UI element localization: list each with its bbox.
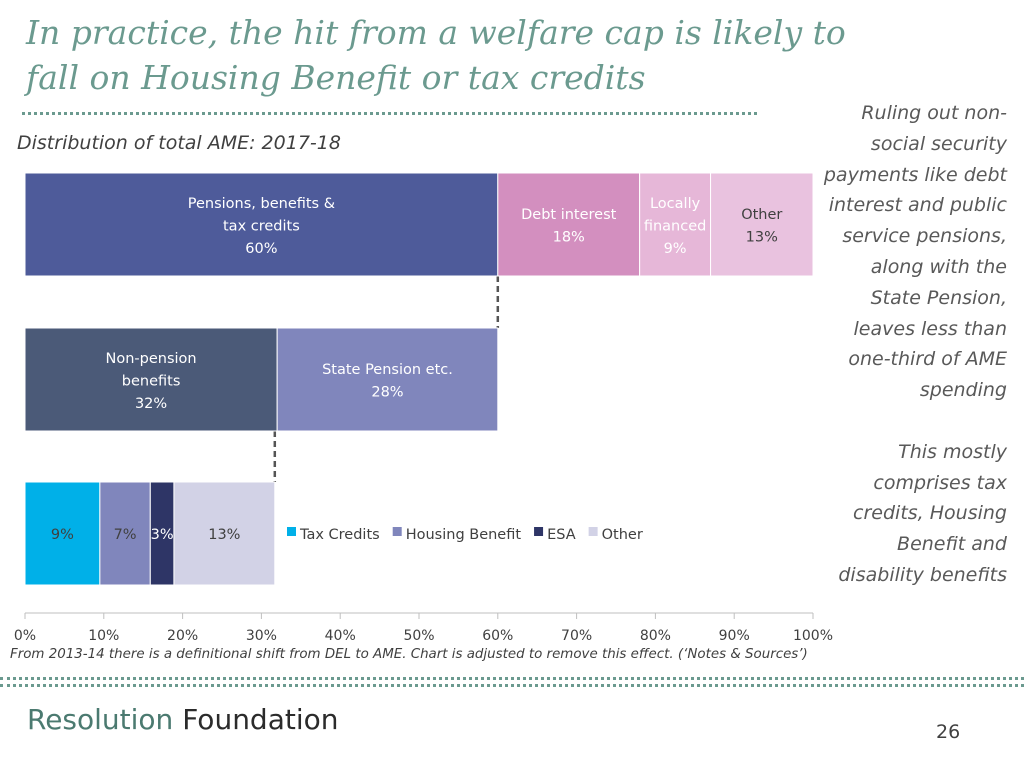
bar-label-3-2-1: 7% — [114, 527, 137, 543]
bar-label-1-3-1: Locally — [650, 196, 701, 212]
legend-swatch-3 — [534, 527, 544, 536]
x-tick-label-5: 50% — [403, 628, 434, 644]
bar-segment-1-3 — [639, 172, 712, 277]
bar-label-2-1-2: benefits — [122, 374, 181, 390]
x-tick-label-10: 100% — [793, 628, 833, 644]
legend-swatch-2 — [392, 527, 402, 536]
bar-label-1-3-3: 9% — [664, 241, 687, 257]
bar-label-3-4-1: 13% — [208, 527, 240, 543]
bar-label-1-2-2: 18% — [553, 230, 585, 246]
bar-segment-1-4 — [710, 172, 814, 277]
title-divider — [22, 112, 757, 115]
bar-label-1-4-1: Other — [741, 207, 782, 223]
slide-title: In practice, the hit from a welfare cap … — [26, 10, 926, 100]
legend-swatch-1 — [287, 527, 296, 536]
slide-title-line-2: fall on Housing Benefit or tax credits — [26, 58, 646, 97]
bar-label-2-2-2: 28% — [371, 385, 403, 401]
chart-title: Distribution of total AME: 2017-18 — [17, 132, 341, 154]
legend-swatch-4 — [588, 527, 598, 536]
x-tick-label-3: 30% — [246, 628, 277, 644]
brand-word-2: Foundation — [182, 703, 339, 736]
bar-label-2-2-1: State Pension etc. — [322, 362, 453, 378]
x-tick-label-0: 0% — [14, 628, 36, 644]
x-tick-label-8: 80% — [640, 628, 671, 644]
x-tick-label-6: 60% — [482, 628, 513, 644]
bar-segment-3-2 — [99, 481, 151, 586]
bar-label-1-3-2: financed — [644, 219, 707, 235]
bar-label-2-1-1: Non-pension — [106, 351, 197, 367]
legend-label-4: Other — [602, 527, 643, 543]
bar-label-3-1-1: 9% — [51, 527, 74, 543]
legend-label-3: ESA — [547, 527, 576, 543]
slide-title-line-1: In practice, the hit from a welfare cap … — [26, 13, 846, 52]
x-tick-label-9: 90% — [719, 628, 750, 644]
bar-label-1-1-2: tax credits — [223, 219, 300, 235]
footer-divider-1 — [0, 677, 1024, 680]
x-tick-label-7: 70% — [561, 628, 592, 644]
x-tick-label-4: 40% — [325, 628, 356, 644]
legend-label-1: Tax Credits — [299, 527, 380, 543]
bar-label-1-1-1: Pensions, benefits & — [188, 196, 335, 212]
bar-label-3-3-1: 3% — [151, 527, 174, 543]
x-tick-label-1: 10% — [88, 628, 119, 644]
footnote: From 2013-14 there is a definitional shi… — [10, 647, 808, 662]
bar-label-1-2-1: Debt interest — [521, 207, 617, 223]
bar-segment-3-1 — [24, 481, 101, 586]
bar-label-2-1-3: 32% — [135, 396, 167, 412]
side-note-paragraph-1: Ruling out non-social security payments … — [823, 102, 1007, 402]
side-note: Ruling out non-social security payments … — [818, 98, 1007, 591]
bar-label-1-1-3: 60% — [245, 241, 277, 257]
bar-segment-2-2 — [276, 327, 499, 432]
side-note-paragraph-2: This mostly comprises tax credits, Housi… — [838, 440, 1007, 586]
footer-divider-2 — [0, 684, 1024, 687]
x-tick-label-2: 20% — [167, 628, 198, 644]
page-number: 26 — [936, 721, 961, 743]
bar-label-1-4-2: 13% — [746, 230, 778, 246]
legend-label-2: Housing Benefit — [406, 527, 522, 543]
brand-logo: Resolution Foundation — [27, 703, 339, 736]
bar-segment-1-2 — [497, 172, 641, 277]
bar-segment-3-4 — [173, 481, 276, 586]
brand-word-1: Resolution — [27, 703, 183, 736]
bar-segment-1-1 — [24, 172, 499, 277]
